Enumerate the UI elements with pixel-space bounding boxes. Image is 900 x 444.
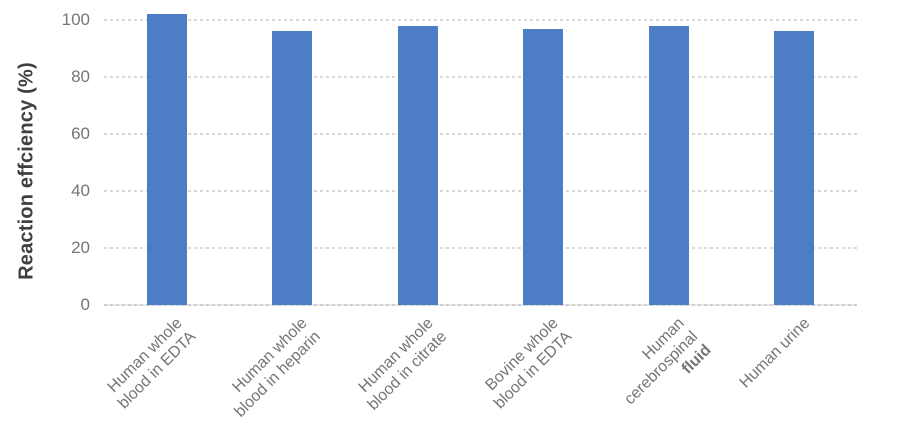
y-axis-title: Reaction effciency (%) (15, 62, 38, 280)
x-axis-baseline (104, 304, 857, 306)
gridline (104, 247, 857, 249)
x-axis-label: Human cerebrospinal fluid (607, 314, 715, 422)
y-tick-label: 40 (71, 181, 90, 200)
x-axis-label: Human whole blood in citrate (350, 314, 450, 414)
x-axis-label: Human whole blood in EDTA (101, 314, 200, 413)
gridline (104, 76, 857, 78)
y-tick-label: 0 (80, 295, 90, 314)
bar (272, 31, 313, 305)
bar (774, 31, 815, 305)
gridline (104, 190, 857, 192)
bar (146, 14, 187, 305)
plot-area (104, 0, 857, 306)
y-tick-label: 80 (71, 67, 90, 86)
y-tick-label: 60 (71, 124, 90, 143)
x-axis-label-line: Human urine (736, 314, 813, 392)
bar (648, 25, 689, 305)
gridline (104, 19, 857, 21)
bar (397, 25, 438, 305)
x-axis-label: Human whole blood in heparin (218, 314, 325, 421)
bar (523, 28, 564, 305)
gridline (104, 133, 857, 135)
y-tick-label: 100 (61, 10, 90, 29)
x-axis-label: Bovine whole blood in EDTA (477, 314, 576, 413)
x-axis-label: Human urine (735, 314, 813, 392)
y-tick-label: 20 (71, 238, 90, 257)
